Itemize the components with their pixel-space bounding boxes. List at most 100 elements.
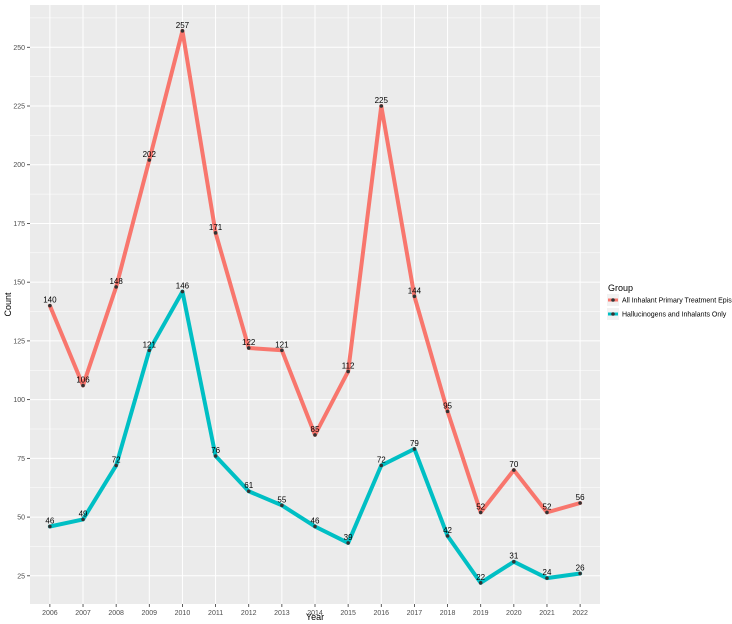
data-point — [48, 303, 52, 308]
data-point — [48, 524, 52, 529]
series-layer: 140 106 148 202 257 171 122 121 85 112 225 144 95 52 7… — [43, 21, 585, 585]
data-label: 72 — [377, 455, 386, 464]
x-tick-label: 2018 — [440, 610, 456, 617]
data-point — [412, 294, 417, 299]
x-tick-label: 2016 — [373, 610, 389, 617]
data-point — [246, 346, 251, 350]
x-axis-title: Year — [306, 612, 324, 622]
data-label: 106 — [76, 376, 90, 385]
data-label: 144 — [408, 286, 422, 295]
data-label: 95 — [443, 401, 452, 410]
data-label: 39 — [344, 533, 353, 542]
data-point — [81, 383, 85, 388]
x-tick-label: 2010 — [175, 610, 191, 617]
data-label: 46 — [45, 516, 54, 525]
data-label: 72 — [112, 455, 121, 464]
x-tick-label: 2022 — [572, 610, 588, 617]
data-label: 22 — [476, 573, 485, 582]
data-point — [478, 510, 483, 515]
y-tick-label: 50 — [17, 515, 25, 522]
data-label: 26 — [576, 563, 585, 572]
x-tick-label: 2013 — [274, 610, 290, 617]
data-label: 225 — [375, 96, 389, 105]
legend-label: Hallucinogens and Inhalants Only — [622, 312, 727, 319]
x-tick-label: 2021 — [539, 610, 555, 617]
data-point — [313, 433, 317, 437]
data-point — [280, 503, 284, 508]
data-point — [346, 369, 350, 374]
y-tick-label: 225 — [13, 104, 25, 111]
y-tick-label: 250 — [13, 45, 25, 52]
data-point — [412, 447, 417, 451]
data-point — [445, 534, 450, 538]
data-point — [147, 158, 152, 162]
data-label: 52 — [543, 502, 552, 511]
data-point — [478, 581, 483, 585]
data-label: 146 — [176, 282, 190, 291]
data-label: 112 — [342, 361, 355, 370]
y-tick-label: 125 — [13, 338, 25, 345]
data-point — [545, 576, 549, 580]
data-point — [445, 409, 450, 414]
data-label: 24 — [543, 568, 552, 577]
data-point — [379, 104, 384, 108]
x-tick-label: 2011 — [208, 610, 223, 617]
data-point — [346, 541, 350, 545]
series-2: 46 49 72 121 146 76 61 55 46 39 72 79 42 22 31 24 26 — [45, 282, 585, 585]
axes: 25 50 75 100 125 150 175 200 225 250 2006 2007 2008 2… — [13, 45, 588, 617]
data-point — [512, 559, 516, 564]
x-tick-label: 2015 — [340, 610, 356, 617]
data-label: 202 — [143, 150, 157, 159]
data-point — [512, 468, 516, 472]
x-tick-label: 2009 — [142, 610, 158, 617]
data-point — [578, 501, 582, 505]
data-point — [180, 29, 185, 33]
data-point — [379, 463, 384, 468]
data-label: 55 — [277, 495, 286, 504]
x-tick-label: 2017 — [407, 610, 423, 617]
data-point — [213, 454, 218, 458]
legend: Group All Inhalant Primary Treatment Epi… — [607, 283, 732, 320]
data-point — [114, 463, 118, 468]
x-tick-label: 2007 — [75, 610, 91, 617]
x-tick-label: 2006 — [42, 610, 58, 617]
x-tick-label: 2008 — [108, 610, 124, 617]
y-tick-label: 175 — [13, 221, 25, 228]
y-tick-label: 75 — [17, 456, 25, 463]
data-label: 52 — [476, 502, 485, 511]
data-label: 122 — [242, 338, 256, 347]
legend-item: Hallucinogens and Inhalants Only — [607, 308, 727, 320]
grid-lines — [30, 5, 600, 604]
legend-item: All Inhalant Primary Treatment Episodes — [607, 294, 732, 306]
data-point — [180, 289, 185, 294]
legend-title: Group — [608, 283, 633, 293]
x-tick-label: 2020 — [506, 610, 522, 617]
legend-key-point — [611, 298, 615, 302]
data-label: 49 — [79, 509, 88, 518]
data-label: 79 — [410, 439, 419, 448]
data-label: 148 — [109, 277, 123, 286]
series-1: 140 106 148 202 257 171 122 121 85 112 225 144 95 52 7… — [43, 21, 585, 515]
legend-key-point — [611, 312, 615, 316]
y-tick-label: 150 — [13, 280, 25, 287]
x-tick-label: 2014 — [307, 610, 323, 617]
x-tick-label: 2012 — [241, 610, 257, 617]
data-point — [246, 489, 251, 494]
y-tick-label: 200 — [13, 162, 25, 169]
data-label: 61 — [244, 481, 253, 490]
data-label: 70 — [509, 460, 518, 469]
data-label: 31 — [509, 552, 518, 561]
data-point — [313, 524, 317, 529]
data-point — [280, 348, 284, 353]
data-label: 42 — [443, 526, 452, 535]
data-point — [213, 231, 218, 235]
data-point — [114, 285, 118, 289]
data-label: 121 — [143, 340, 157, 349]
data-label: 257 — [176, 21, 190, 30]
legend-label: All Inhalant Primary Treatment Episodes — [622, 298, 732, 305]
data-point — [81, 517, 85, 522]
x-tick-label: 2019 — [473, 610, 489, 617]
y-axis-title: Count — [3, 292, 13, 317]
data-point — [578, 571, 582, 576]
